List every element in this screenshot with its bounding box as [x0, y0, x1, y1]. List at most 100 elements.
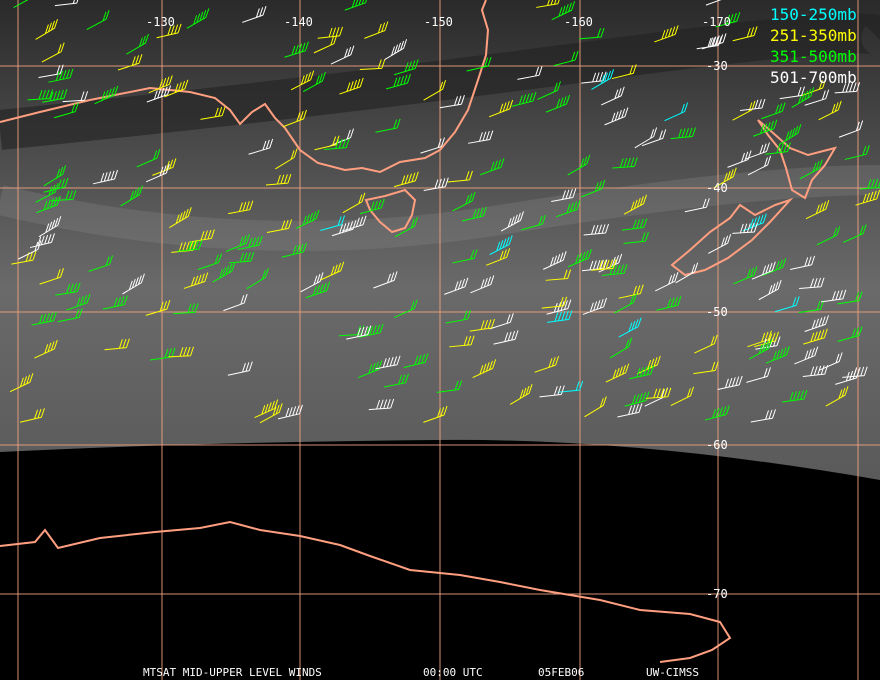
wind-barb: [623, 232, 649, 244]
wind-barb: [617, 403, 643, 418]
wind-barb: [745, 142, 770, 160]
wind-barb: [579, 27, 605, 40]
wind-barb: [733, 266, 758, 285]
wind-barb: [557, 380, 584, 393]
wind-barb: [169, 207, 192, 228]
wind-barb: [727, 150, 752, 168]
wind-barb: [489, 235, 513, 256]
wind-barb: [534, 355, 560, 373]
wind-barb: [452, 191, 476, 212]
wind-barb: [835, 368, 860, 385]
wind-barb: [48, 68, 74, 83]
wind-barb: [420, 137, 445, 154]
wind-barb: [511, 91, 537, 107]
wind-barb: [305, 281, 331, 299]
wind-barb: [747, 155, 772, 176]
wind-barb: [31, 311, 57, 326]
wind-barb: [227, 361, 253, 376]
wind-barb: [329, 128, 355, 147]
wind-barb: [732, 100, 756, 121]
wind-barb: [34, 339, 58, 359]
wind-barb: [439, 95, 465, 109]
wind-barb: [383, 373, 409, 388]
wind-barb: [265, 174, 292, 186]
wind-barb: [266, 219, 293, 234]
coastlines: [0, 0, 838, 663]
wind-barb: [122, 273, 145, 295]
legend-entry: 351-500mb: [770, 47, 857, 66]
wind-barb: [604, 107, 629, 126]
wind-barb: [394, 216, 418, 238]
wind-barb: [609, 337, 633, 359]
wind-barb: [629, 365, 655, 380]
wind-barbs: [9, 0, 880, 424]
wind-barb: [228, 251, 255, 264]
wind-barb: [618, 284, 644, 299]
wind-barb: [41, 42, 65, 63]
cloud-band: [0, 165, 880, 251]
wind-barb: [242, 5, 267, 23]
wind-barb: [591, 69, 615, 90]
wind-barb: [423, 79, 447, 101]
wind-barb: [38, 64, 64, 79]
wind-barb: [320, 261, 345, 281]
longitude-label: -140: [284, 15, 313, 29]
wind-barb: [782, 389, 808, 403]
wind-barb: [537, 81, 561, 100]
legend: 150-250mb 251-350mb 351-500mb 501-700mb: [770, 5, 857, 87]
wind-barb: [403, 353, 429, 368]
legend-entry: 251-350mb: [770, 26, 857, 45]
coast-nz-north: [757, 119, 838, 200]
coast-antarctica: [0, 520, 732, 663]
wind-barb: [344, 0, 367, 11]
wind-barb: [765, 142, 791, 155]
latitude-label: -60: [706, 438, 728, 452]
wind-barb: [774, 296, 800, 313]
wind-barb: [752, 119, 778, 137]
wind-barb: [88, 255, 113, 272]
wind-barb: [393, 59, 419, 76]
wind-barb: [423, 177, 449, 192]
wind-barb: [790, 255, 816, 271]
wind-barb: [509, 384, 533, 405]
wind-barb: [794, 346, 819, 365]
wind-barb: [452, 249, 478, 264]
wind-barb: [331, 220, 357, 237]
footer-text: 00:00 UTC: [423, 666, 483, 679]
wind-barb: [694, 334, 718, 354]
wind-barb: [701, 33, 727, 50]
wind-barb: [359, 198, 385, 215]
wind-barb: [536, 0, 560, 8]
wind-barb: [713, 167, 737, 188]
wind-barb: [186, 8, 210, 29]
wind-barb: [237, 235, 263, 251]
wind-barb: [761, 102, 786, 120]
wind-barb: [13, 0, 29, 9]
wind-barb: [834, 82, 861, 94]
wind-barb: [611, 64, 637, 80]
wind-barb: [38, 216, 62, 238]
wind-barb: [300, 272, 324, 293]
wind-barb: [541, 296, 568, 309]
wind-barb: [820, 289, 847, 303]
wind-barb: [545, 269, 572, 281]
wind-barb: [816, 226, 841, 246]
footer-text: UW-CIMSS: [646, 666, 699, 679]
wind-barb: [601, 86, 625, 106]
wind-barb: [62, 91, 89, 103]
wind-barb: [837, 326, 863, 342]
wind-barb: [581, 179, 606, 198]
wind-barb: [707, 234, 732, 254]
wind-barb: [104, 338, 130, 351]
wind-barb: [837, 291, 863, 305]
wind-barb: [469, 318, 495, 332]
longitude-label: -160: [564, 15, 593, 29]
wind-barb: [838, 120, 864, 138]
wind-barb: [500, 211, 524, 232]
wind-barb: [342, 192, 366, 214]
wind-barb: [825, 386, 849, 407]
wind-barb: [11, 250, 37, 265]
wind-barb: [704, 405, 730, 421]
wind-barb: [177, 240, 203, 252]
